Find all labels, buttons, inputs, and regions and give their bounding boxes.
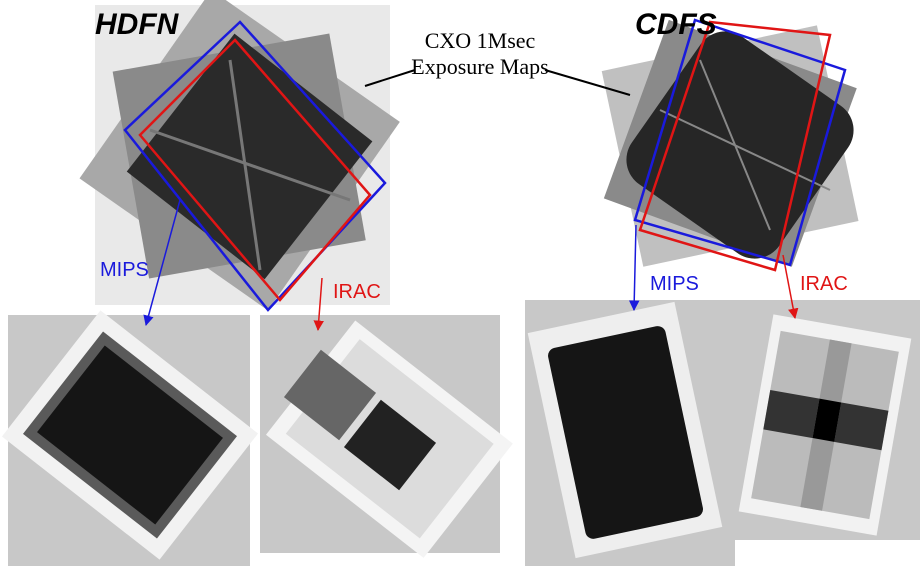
hdfn-mips-map xyxy=(1,310,259,566)
hdfn-irac-map xyxy=(260,315,513,558)
arrow xyxy=(628,224,640,312)
cdfs-irac-map xyxy=(735,300,920,540)
hdfn-mips-label: MIPS xyxy=(100,259,149,281)
callout-line xyxy=(544,69,631,96)
callout-line1: CXO 1Msec xyxy=(425,28,536,53)
arrow xyxy=(782,254,799,320)
callout-line2: Exposure Maps xyxy=(411,54,548,79)
cdfs-mips-label: MIPS xyxy=(650,273,699,295)
title-hdfn: HDFN xyxy=(95,8,180,41)
title-cdfs: CDFS xyxy=(635,8,717,41)
cdfs-mips-map xyxy=(525,300,735,566)
arrow xyxy=(143,199,181,327)
cdfs-exposure-map xyxy=(601,18,859,272)
hdfn-exposure-map xyxy=(79,0,400,312)
arrow xyxy=(313,277,324,332)
cdfs-irac-label: IRAC xyxy=(800,273,848,295)
callout-line xyxy=(364,69,416,87)
hdfn-irac-label: IRAC xyxy=(333,281,381,303)
